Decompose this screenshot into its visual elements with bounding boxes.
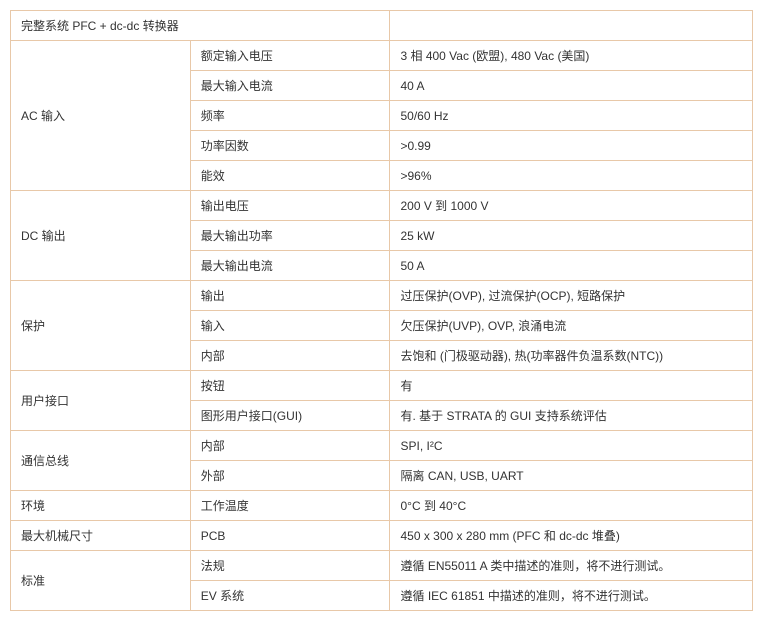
value-cell: 去饱和 (门极驱动器), 热(功率器件负温系数(NTC)) bbox=[390, 341, 753, 371]
value-cell: 50/60 Hz bbox=[390, 101, 753, 131]
value-cell: 40 A bbox=[390, 71, 753, 101]
value-cell: 遵循 IEC 61851 中描述的准则，将不进行测试。 bbox=[390, 581, 753, 611]
value-cell: 3 相 400 Vac (欧盟), 480 Vac (美国) bbox=[390, 41, 753, 71]
param-cell: 工作温度 bbox=[190, 491, 390, 521]
category-cell: 保护 bbox=[11, 281, 191, 371]
table-row: 通信总线 内部 SPI, I²C bbox=[11, 431, 753, 461]
table-row: 环境 工作温度 0°C 到 40°C bbox=[11, 491, 753, 521]
value-cell: 隔离 CAN, USB, UART bbox=[390, 461, 753, 491]
value-cell: 0°C 到 40°C bbox=[390, 491, 753, 521]
value-cell: 过压保护(OVP), 过流保护(OCP), 短路保护 bbox=[390, 281, 753, 311]
param-cell: PCB bbox=[190, 521, 390, 551]
category-cell: AC 输入 bbox=[11, 41, 191, 191]
param-cell: 图形用户接口(GUI) bbox=[190, 401, 390, 431]
param-cell: 外部 bbox=[190, 461, 390, 491]
param-cell: 输入 bbox=[190, 311, 390, 341]
category-cell: 通信总线 bbox=[11, 431, 191, 491]
param-cell: 输出 bbox=[190, 281, 390, 311]
param-cell: 按钮 bbox=[190, 371, 390, 401]
category-cell: 标准 bbox=[11, 551, 191, 611]
param-cell: 功率因数 bbox=[190, 131, 390, 161]
table-row: DC 输出 输出电压 200 V 到 1000 V bbox=[11, 191, 753, 221]
param-cell: 最大输入电流 bbox=[190, 71, 390, 101]
param-cell: EV 系统 bbox=[190, 581, 390, 611]
value-cell: SPI, I²C bbox=[390, 431, 753, 461]
table-row: 最大机械尺寸 PCB 450 x 300 x 280 mm (PFC 和 dc-… bbox=[11, 521, 753, 551]
value-cell: 25 kW bbox=[390, 221, 753, 251]
param-cell: 输出电压 bbox=[190, 191, 390, 221]
table-row: 标准 法规 遵循 EN55011 A 类中描述的准则，将不进行测试。 bbox=[11, 551, 753, 581]
value-cell: 欠压保护(UVP), OVP, 浪涌电流 bbox=[390, 311, 753, 341]
table-row: 保护 输出 过压保护(OVP), 过流保护(OCP), 短路保护 bbox=[11, 281, 753, 311]
value-cell: 450 x 300 x 280 mm (PFC 和 dc-dc 堆叠) bbox=[390, 521, 753, 551]
value-cell: >96% bbox=[390, 161, 753, 191]
value-cell: 200 V 到 1000 V bbox=[390, 191, 753, 221]
param-cell: 最大输出电流 bbox=[190, 251, 390, 281]
param-cell: 内部 bbox=[190, 431, 390, 461]
category-cell: 最大机械尺寸 bbox=[11, 521, 191, 551]
header-title: 完整系统 PFC + dc-dc 转换器 bbox=[11, 11, 390, 41]
spec-table: 完整系统 PFC + dc-dc 转换器 AC 输入 额定输入电压 3 相 40… bbox=[10, 10, 753, 611]
param-cell: 内部 bbox=[190, 341, 390, 371]
param-cell: 法规 bbox=[190, 551, 390, 581]
header-blank bbox=[390, 11, 753, 41]
value-cell: >0.99 bbox=[390, 131, 753, 161]
value-cell: 50 A bbox=[390, 251, 753, 281]
value-cell: 遵循 EN55011 A 类中描述的准则，将不进行测试。 bbox=[390, 551, 753, 581]
category-cell: DC 输出 bbox=[11, 191, 191, 281]
header-row: 完整系统 PFC + dc-dc 转换器 bbox=[11, 11, 753, 41]
param-cell: 频率 bbox=[190, 101, 390, 131]
param-cell: 能效 bbox=[190, 161, 390, 191]
category-cell: 用户接口 bbox=[11, 371, 191, 431]
value-cell: 有 bbox=[390, 371, 753, 401]
table-row: 用户接口 按钮 有 bbox=[11, 371, 753, 401]
value-cell: 有. 基于 STRATA 的 GUI 支持系统评估 bbox=[390, 401, 753, 431]
param-cell: 额定输入电压 bbox=[190, 41, 390, 71]
table-row: AC 输入 额定输入电压 3 相 400 Vac (欧盟), 480 Vac (… bbox=[11, 41, 753, 71]
category-cell: 环境 bbox=[11, 491, 191, 521]
param-cell: 最大输出功率 bbox=[190, 221, 390, 251]
